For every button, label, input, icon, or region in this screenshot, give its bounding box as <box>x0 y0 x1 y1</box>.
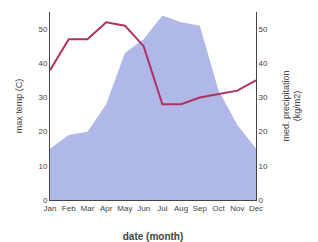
svg-text:Nov: Nov <box>230 204 244 213</box>
svg-text:Aug: Aug <box>174 204 188 213</box>
svg-text:20: 20 <box>259 127 268 136</box>
svg-text:50: 50 <box>38 25 47 34</box>
svg-text:10: 10 <box>259 162 268 171</box>
svg-text:Apr: Apr <box>100 204 113 213</box>
svg-text:Feb: Feb <box>62 204 76 213</box>
svg-text:Sep: Sep <box>193 204 208 213</box>
svg-text:Oct: Oct <box>212 204 225 213</box>
svg-text:May: May <box>117 204 132 213</box>
svg-text:10: 10 <box>38 162 47 171</box>
svg-text:Dec: Dec <box>249 204 263 213</box>
svg-text:Jan: Jan <box>44 204 57 213</box>
svg-text:40: 40 <box>38 59 47 68</box>
svg-text:med. precipitation(kg/m2): med. precipitation(kg/m2) <box>281 70 303 141</box>
svg-text:max temp (C): max temp (C) <box>14 79 24 134</box>
svg-text:30: 30 <box>38 93 47 102</box>
svg-text:50: 50 <box>259 25 268 34</box>
svg-text:date (month): date (month) <box>123 231 184 242</box>
svg-text:Mar: Mar <box>81 204 95 213</box>
svg-text:Jul: Jul <box>157 204 167 213</box>
svg-text:0: 0 <box>259 196 264 205</box>
svg-text:30: 30 <box>259 93 268 102</box>
svg-text:40: 40 <box>259 59 268 68</box>
svg-text:Jun: Jun <box>137 204 150 213</box>
svg-text:0: 0 <box>43 196 48 205</box>
svg-text:20: 20 <box>38 127 47 136</box>
